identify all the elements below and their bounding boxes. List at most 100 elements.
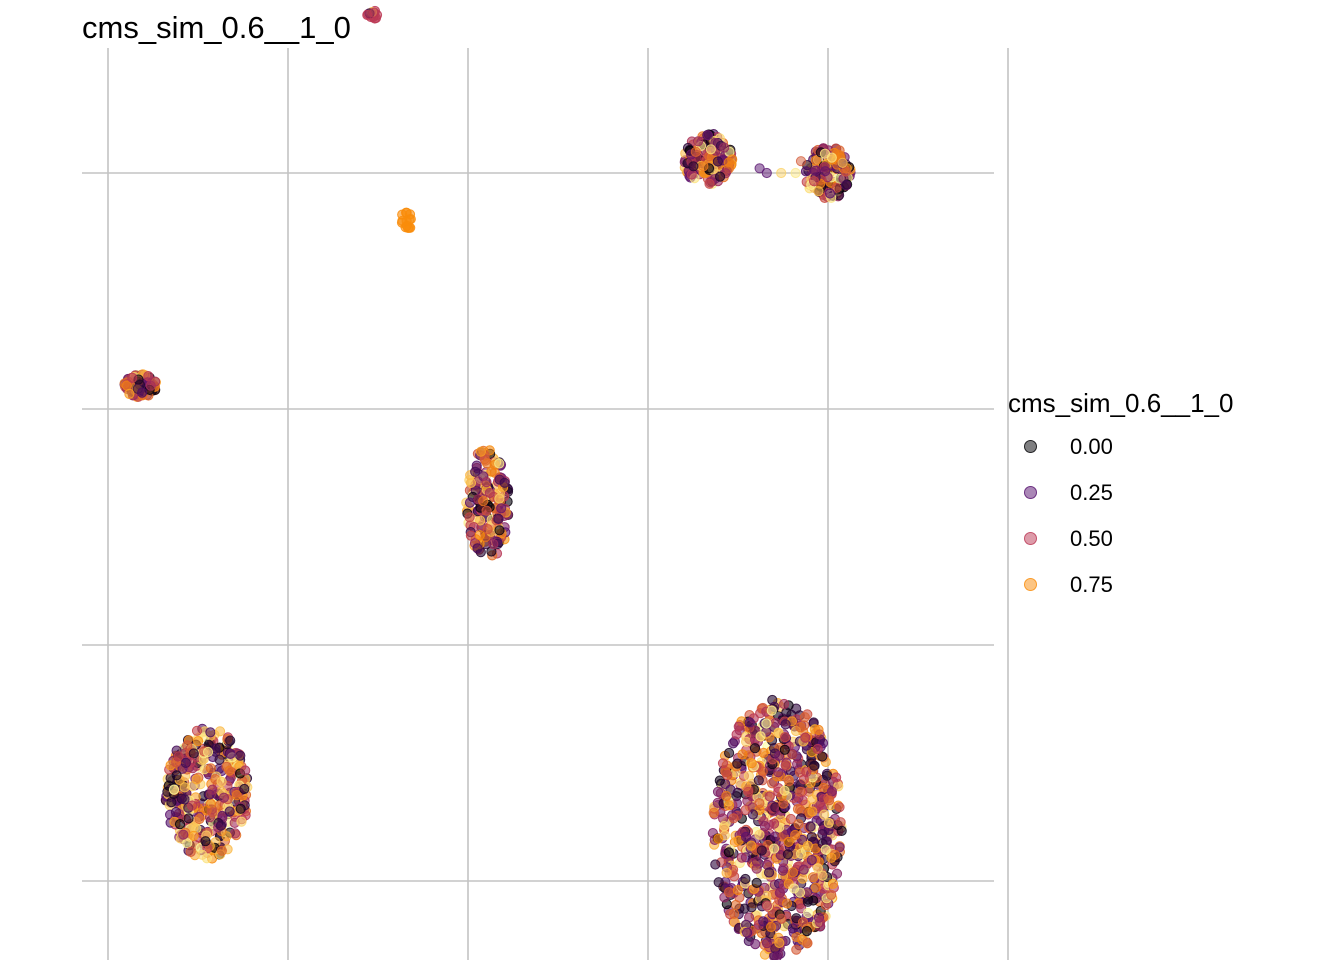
data-point: [474, 530, 485, 541]
data-point: [124, 388, 135, 399]
data-point: [831, 182, 842, 193]
data-point: [771, 951, 783, 960]
data-point: [235, 803, 246, 814]
data-point: [761, 167, 772, 179]
data-point: [730, 899, 741, 911]
data-point: [787, 867, 799, 878]
data-point: [214, 726, 226, 737]
data-point: [137, 387, 148, 398]
data-point: [179, 782, 190, 793]
data-point: [835, 817, 846, 828]
data-point: [813, 186, 824, 197]
data-point: [817, 870, 828, 881]
data-point: [826, 852, 837, 863]
data-point: [784, 776, 795, 787]
data-point: [728, 738, 739, 749]
data-point: [810, 155, 822, 166]
data-point: [740, 873, 751, 885]
data-point: [742, 795, 753, 807]
data-point: [231, 790, 242, 801]
legend-item-2: 0.50: [1008, 526, 1233, 575]
data-point: [798, 864, 809, 875]
legend-label: 0.75: [1070, 572, 1113, 597]
data-point: [236, 816, 247, 827]
data-point: [800, 166, 812, 177]
data-point: [841, 180, 852, 191]
data-point: [698, 161, 709, 172]
data-point: [464, 512, 475, 523]
data-point: [723, 157, 735, 168]
data-point: [813, 724, 824, 736]
data-point: [499, 477, 510, 488]
data-point: [774, 937, 785, 949]
data-point: [824, 795, 835, 806]
data-point: [826, 889, 837, 900]
data-point: [187, 800, 198, 811]
data-point: [708, 807, 719, 818]
data-point: [690, 146, 701, 157]
data-point: [754, 163, 765, 174]
data-point: [494, 493, 505, 504]
data-point: [724, 747, 735, 759]
data-point: [810, 165, 821, 176]
data-point: [723, 800, 735, 811]
data-point: [781, 707, 792, 718]
data-point: [779, 785, 790, 796]
data-point: [183, 813, 194, 824]
data-point: [207, 784, 218, 795]
data-point: [721, 867, 732, 879]
data-point: [722, 770, 733, 781]
data-point: [780, 760, 791, 771]
data-point: [840, 166, 852, 177]
data-point: [188, 830, 199, 841]
data-point: [785, 813, 797, 825]
data-point: [809, 760, 820, 771]
data-point: [731, 729, 742, 740]
data-point: [773, 767, 784, 778]
data-point: [729, 908, 740, 920]
data-point: [191, 725, 203, 736]
data-point: [686, 169, 697, 180]
data-point: [812, 863, 824, 874]
data-point: [801, 767, 812, 778]
data-point: [170, 807, 182, 818]
data-point: [831, 772, 842, 783]
data-point: [482, 524, 493, 535]
data-point: [235, 750, 246, 761]
data-point: [810, 882, 821, 893]
data-point: [818, 782, 829, 794]
data-point: [800, 732, 811, 743]
data-point: [744, 717, 755, 728]
data-point: [792, 803, 804, 815]
data-point: [803, 907, 814, 919]
data-point: [166, 797, 177, 808]
legend-item-3: 0.75: [1008, 572, 1233, 621]
data-point: [472, 543, 483, 554]
data-point: [806, 831, 817, 842]
data-point: [493, 513, 504, 525]
data-point: [758, 916, 769, 927]
data-point: [759, 821, 771, 832]
data-point: [770, 717, 781, 728]
data-point: [494, 525, 505, 536]
data-point: [688, 161, 699, 172]
data-point: [793, 819, 804, 830]
data-point: [494, 458, 505, 469]
data-point: [779, 698, 790, 710]
data-point: [693, 136, 704, 147]
data-point: [496, 503, 507, 514]
plot-title: cms_sim_0.6__1_0: [82, 10, 351, 45]
data-point: [783, 836, 794, 848]
data-point: [221, 831, 232, 842]
data-point: [721, 790, 732, 802]
data-point: [836, 825, 847, 837]
data-point: [817, 751, 828, 762]
data-point: [769, 818, 780, 829]
points-layer: [119, 5, 856, 960]
data-point: [779, 744, 790, 755]
data-point: [774, 887, 786, 898]
data-point: [746, 840, 757, 851]
data-point: [747, 809, 759, 820]
data-point: [143, 371, 154, 382]
legend-label: 0.00: [1070, 434, 1113, 459]
